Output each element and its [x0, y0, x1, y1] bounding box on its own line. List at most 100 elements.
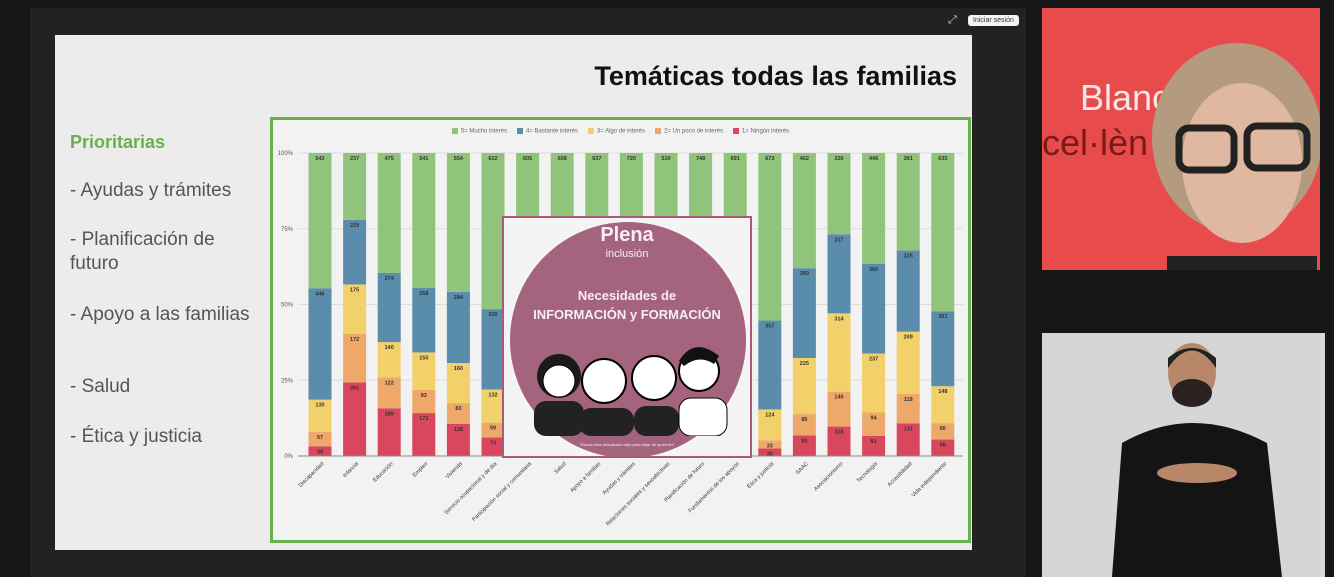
data-label: 30	[767, 452, 773, 458]
bar-segment	[481, 309, 505, 390]
bar-segment	[412, 389, 436, 414]
speaker-video: Blanc cel·lèn	[1042, 8, 1320, 270]
bar-segment	[862, 435, 886, 456]
x-tick-label: Participación social y comunitaria	[471, 461, 533, 523]
data-label: 658	[558, 156, 567, 162]
plena-inclusion-image: Plena inclusión Necesidades de INFORMACI…	[502, 216, 752, 458]
bar-segment	[377, 272, 401, 343]
x-tick-label: Infancia	[342, 461, 361, 480]
data-label: 172	[419, 416, 428, 422]
data-label: 172	[350, 337, 359, 343]
data-label: 325	[904, 254, 913, 260]
x-tick-label: Ética y justicia	[746, 460, 776, 490]
legend-item: 1= Ningún interés	[732, 128, 789, 135]
bar-segment	[758, 440, 782, 449]
data-label: 542	[315, 156, 324, 162]
bar-segment	[862, 153, 886, 264]
legend-label: 2= Un poco de interés	[664, 128, 723, 135]
bar-segment	[862, 263, 886, 354]
bar-segment	[758, 409, 782, 441]
legend-swatch	[732, 128, 739, 134]
data-label: 118	[835, 430, 844, 436]
bar-segment	[827, 234, 851, 314]
bar-segment	[862, 353, 886, 413]
brand-logo: Plena	[600, 224, 654, 246]
data-label: 39	[317, 449, 323, 455]
legend-swatch	[451, 128, 458, 134]
x-tick-label: Apoyo a familias	[569, 461, 602, 494]
priority-heading: Prioritarias	[70, 132, 166, 152]
bar-segment	[862, 412, 886, 436]
data-label: 66	[940, 426, 946, 432]
data-label: 314	[834, 316, 844, 322]
y-tick-label: 75%	[281, 227, 294, 233]
data-label: 274	[385, 276, 395, 282]
data-label: 124	[765, 412, 775, 418]
x-tick-label: Vida independiente	[911, 461, 948, 498]
priority-item: - Planificación de futuro	[70, 229, 215, 274]
data-label: 360	[800, 271, 809, 277]
data-label: 326	[834, 156, 843, 162]
bar-segment	[931, 153, 955, 312]
bar-segment	[377, 153, 401, 273]
bar-segment	[308, 432, 332, 447]
y-tick-label: 100%	[278, 151, 294, 157]
data-label: 258	[419, 291, 428, 297]
data-label: 541	[419, 156, 428, 162]
x-tick-label: Salud	[553, 461, 567, 475]
bar-segment	[792, 268, 816, 358]
bar-segment	[481, 153, 505, 310]
data-label: 94	[871, 415, 878, 421]
bar-segment	[343, 333, 367, 383]
bar-segment	[758, 320, 782, 410]
data-label: 622	[488, 156, 497, 162]
priority-item: - Ayudas y trámites	[70, 180, 232, 201]
data-label: 446	[869, 156, 878, 162]
data-label: 748	[696, 156, 705, 162]
data-label: 81	[871, 439, 877, 445]
legend-item: 2= Un poco de interés	[655, 128, 723, 135]
bar-segment	[827, 426, 851, 456]
x-tick-label: Accesibilidad	[887, 461, 914, 488]
data-label: 475	[385, 156, 394, 162]
x-tick-label: Relaciones sociales y sexoafectivas	[605, 461, 671, 527]
bar-segment	[343, 219, 367, 285]
x-tick-label: Ayudas y trámites	[602, 461, 637, 496]
background-text: cel·lèn	[1042, 122, 1149, 163]
data-label: 446	[315, 291, 324, 297]
y-tick-label: 50%	[281, 303, 294, 309]
bar-segment	[931, 311, 955, 387]
bar-segment	[896, 250, 920, 332]
data-label: 118	[904, 397, 913, 403]
data-label: 261	[350, 385, 359, 391]
bar-segment	[308, 288, 332, 400]
login-button[interactable]: Iniciar sesión	[968, 15, 1019, 26]
bar-segment	[931, 423, 955, 440]
bar-segment	[792, 435, 816, 456]
data-label: 229	[350, 223, 359, 229]
legend-item: 3= Algo de interés	[587, 128, 645, 135]
bar-segment	[758, 153, 782, 321]
bar-segment	[377, 377, 401, 409]
bar-segment	[446, 153, 470, 292]
overlay-title-2: INFORMACIÓN y FORMACIÓN	[533, 307, 721, 322]
data-label: 225	[800, 361, 809, 367]
legend-item: 4= Bastante interés	[517, 128, 578, 135]
bar-segment	[481, 437, 505, 456]
bar-segment	[481, 389, 505, 423]
data-label: 554	[454, 156, 464, 162]
bar-segment	[792, 153, 816, 269]
bar-segment	[412, 352, 436, 390]
bar-segment	[412, 153, 436, 289]
bar-segment	[446, 363, 470, 404]
data-label: 301	[938, 314, 947, 320]
legend-swatch	[587, 128, 594, 134]
data-label: 128	[454, 427, 463, 433]
data-label: 59	[490, 426, 496, 432]
legend-label: 5= Mucho interés	[460, 128, 508, 135]
priority-item: - Apoyo a las familias	[70, 304, 250, 325]
bar-segment	[377, 408, 401, 456]
bar-segment	[343, 382, 367, 456]
expand-icon[interactable]: ⤢	[948, 14, 957, 26]
slide: Temáticas todas las familias Prioritaria…	[55, 35, 972, 550]
